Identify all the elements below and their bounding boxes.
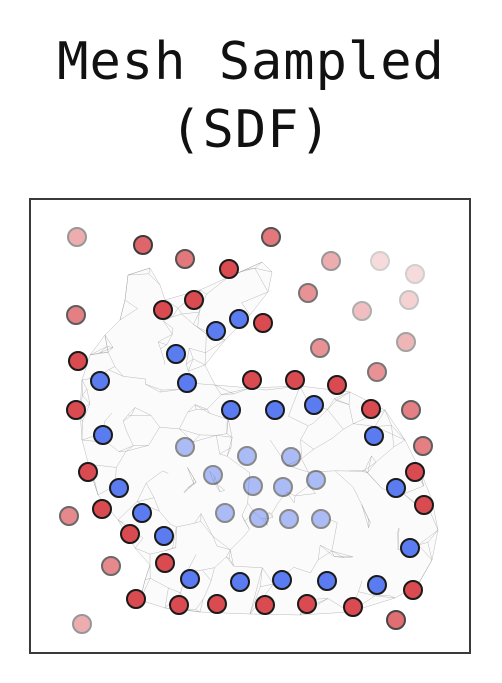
sdf-sample-plot [59,227,439,634]
inside-sample-point [306,470,326,490]
outside-sample-point [242,370,262,390]
inside-sample-point [281,447,301,467]
outside-sample-point [78,462,98,482]
inside-sample-point [279,509,299,529]
plot-frame [29,198,471,654]
inside-sample-point [386,478,406,498]
inside-sample-point [203,465,223,485]
inside-sample-point [400,538,420,558]
outside-sample-point [401,400,421,420]
outside-sample-point [396,332,416,352]
outside-sample-point [403,580,423,600]
outside-sample-point [67,227,87,247]
outside-sample-point [361,399,381,419]
inside-sample-point [249,508,269,528]
outside-sample-point [405,264,425,284]
outside-sample-point [405,462,425,482]
inside-sample-point [93,425,113,445]
outside-sample-point [285,370,305,390]
inside-sample-point [177,373,197,393]
outside-sample-point [66,305,86,325]
inside-sample-point [304,395,324,415]
outside-sample-point [184,290,204,310]
outside-sample-point [133,235,153,255]
sample-points [59,227,434,634]
outside-sample-point [367,362,387,382]
outside-sample-point [399,290,419,310]
outside-sample-point [59,506,79,526]
outside-sample-point [310,338,330,358]
inside-sample-point [364,426,384,446]
inside-sample-point [265,400,285,420]
inside-sample-point [154,526,174,546]
outside-sample-point [101,556,121,576]
outside-sample-point [413,436,433,456]
inside-sample-point [109,478,129,498]
outside-sample-point [255,595,275,615]
title-line-2: (SDF) [170,100,332,160]
inside-sample-point [243,476,263,496]
inside-sample-point [229,309,249,329]
outside-sample-point [72,614,92,634]
title-line-1: Mesh Sampled [57,32,445,92]
inside-sample-point [215,503,235,523]
inside-sample-point [180,569,200,589]
inside-sample-point [237,446,257,466]
outside-sample-point [155,553,175,573]
outside-sample-point [92,499,112,519]
inside-sample-point [367,575,387,595]
outside-sample-point [253,313,273,333]
outside-sample-point [352,301,372,321]
inside-sample-point [166,344,186,364]
outside-sample-point [207,594,227,614]
outside-sample-point [261,227,281,247]
outside-sample-point [126,589,146,609]
inside-sample-point [132,503,152,523]
outside-sample-point [343,597,363,617]
inside-sample-point [221,400,241,420]
outside-sample-point [370,251,390,271]
outside-sample-point [120,524,140,544]
figure-title: Mesh Sampled (SDF) [0,28,502,164]
inside-sample-point [206,321,226,341]
outside-sample-point [321,251,341,271]
outside-sample-point [219,259,239,279]
outside-sample-point [169,595,189,615]
outside-sample-point [153,300,173,320]
outside-sample-point [175,249,195,269]
outside-sample-point [414,495,434,515]
inside-sample-point [273,477,293,497]
inside-sample-point [90,371,110,391]
inside-sample-point [311,509,331,529]
outside-sample-point [66,400,86,420]
outside-sample-point [386,610,406,630]
outside-sample-point [327,375,347,395]
outside-sample-point [297,594,317,614]
outside-sample-point [68,351,88,371]
inside-sample-point [230,572,250,592]
inside-sample-point [317,571,337,591]
inside-sample-point [175,437,195,457]
inside-sample-point [272,570,292,590]
outside-sample-point [298,283,318,303]
